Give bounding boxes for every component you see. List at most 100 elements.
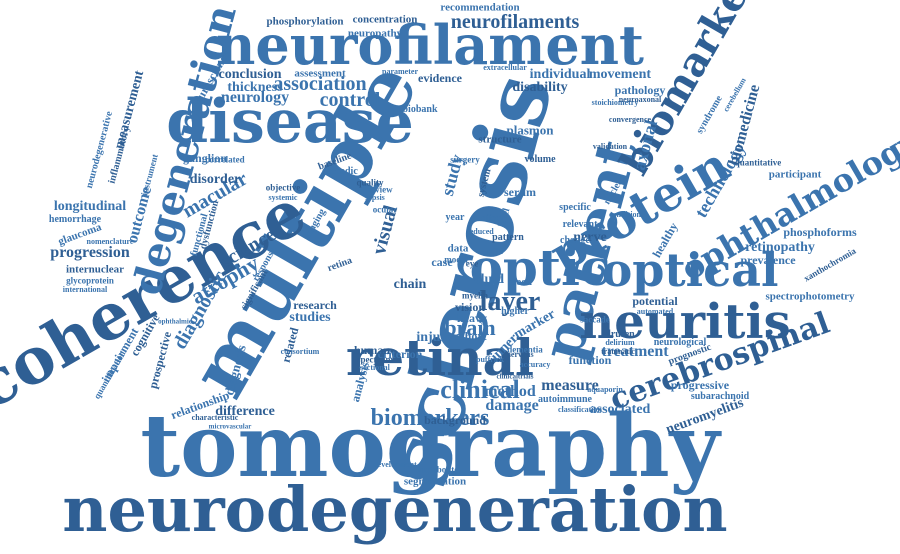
cloud-word: control xyxy=(319,89,381,111)
cloud-word: difference xyxy=(215,404,275,419)
cloud-word: year xyxy=(445,212,465,223)
cloud-word: nervous xyxy=(506,350,534,359)
cloud-word: neurological xyxy=(653,337,707,348)
cloud-word: puffrick xyxy=(476,355,504,364)
cloud-word: injury xyxy=(416,330,454,345)
cloud-word: objective xyxy=(265,182,301,193)
cloud-word: metabolite xyxy=(417,464,459,475)
cloud-word: segmentation xyxy=(403,475,467,488)
cloud-word: pathology xyxy=(614,83,666,97)
cloud-word: traumatic xyxy=(601,347,635,356)
cloud-word: hemorrhage xyxy=(48,214,102,225)
cloud-word: drusen xyxy=(605,329,635,340)
cloud-word: volume xyxy=(524,154,556,165)
cloud-word: clinicaltrials xyxy=(496,372,534,381)
cloud-word: aquaporin xyxy=(587,385,623,394)
cloud-word: validation xyxy=(592,142,628,151)
cloud-word: neuropathy xyxy=(347,27,403,40)
cloud-word: ocular xyxy=(372,204,398,215)
cloud-word: retinopathy xyxy=(745,240,815,255)
cloud-word: tomography xyxy=(140,396,720,497)
cloud-word: damage xyxy=(485,397,539,414)
cloud-word: associated xyxy=(589,402,651,417)
cloud-word: research xyxy=(293,298,337,312)
cloud-word: mild xyxy=(487,247,503,256)
cloud-word: neurofilaments xyxy=(450,11,580,33)
cloud-word: phosphoforms xyxy=(783,225,857,239)
cloud-word: consortium xyxy=(280,347,320,356)
cloud-word: review xyxy=(367,184,393,195)
cloud-word: effect xyxy=(481,212,503,223)
cloud-word: saccadic xyxy=(322,166,358,177)
cloud-word: neurology xyxy=(220,89,290,106)
cloud-word: retinal xyxy=(346,328,534,387)
cloud-word: data xyxy=(447,242,469,255)
cloud-word: systemic xyxy=(268,193,298,202)
cloud-word: measure xyxy=(541,377,599,394)
cloud-word: neurodegeneration xyxy=(62,473,728,546)
cloud-word: optic xyxy=(469,238,611,297)
cloud-word: change xyxy=(560,235,590,246)
cloud-word: correlated xyxy=(205,154,245,165)
cloud-word: function xyxy=(568,353,612,367)
cloud-word: progression xyxy=(50,244,130,261)
cloud-word: longitudinal xyxy=(53,199,127,214)
cloud-word: studies xyxy=(289,310,331,325)
cloud-word: eye xyxy=(465,258,479,269)
cloud-word: specific xyxy=(559,202,591,213)
cloud-word: prevalence xyxy=(740,253,796,267)
cloud-word: plasmon xyxy=(506,122,554,138)
cloud-word: stoichiometry xyxy=(591,98,639,107)
cloud-word: method xyxy=(484,383,536,400)
cloud-word: disability xyxy=(512,80,568,95)
cloud-word: ganglion xyxy=(182,151,228,165)
cloud-word: optical xyxy=(601,243,779,297)
cloud-word: sepsis xyxy=(365,193,385,202)
cloud-word: participant xyxy=(768,168,822,181)
cloud-word: brain xyxy=(444,315,496,340)
cloud-word: biobank xyxy=(402,104,438,115)
cloud-word: chain xyxy=(393,277,427,292)
cloud-word: progressive xyxy=(670,378,730,392)
cloud-word: microvascular xyxy=(208,422,252,431)
cloud-word: disorder xyxy=(189,172,241,187)
cloud-word: biomarkers xyxy=(370,405,490,431)
cloud-word: disease xyxy=(166,87,414,157)
cloud-word: cohort xyxy=(453,329,487,343)
cloud-word: fluid xyxy=(475,272,505,287)
cloud-word: measurement xyxy=(111,68,148,151)
cloud-word: ophthalmic xyxy=(158,317,192,326)
cloud-word: layer xyxy=(479,286,541,317)
cloud-word: development xyxy=(373,460,417,469)
cloud-word: association xyxy=(273,73,367,95)
cloud-word: model xyxy=(444,254,468,265)
cloud-word: syndrome xyxy=(694,93,725,136)
cloud-word: case xyxy=(431,255,453,269)
cloud-word: saccade xyxy=(580,314,610,325)
cloud-word: sectional xyxy=(360,363,390,372)
cloud-word: neurofilament xyxy=(216,13,644,77)
cloud-word: glycoprotein xyxy=(66,275,114,286)
cloud-word: clinical xyxy=(440,375,520,404)
cloud-word: quantitative xyxy=(734,157,782,168)
cloud-word: individual xyxy=(529,67,591,82)
cloud-word: serum xyxy=(504,185,536,199)
cloud-word: higher xyxy=(501,306,529,317)
cloud-word: thickness xyxy=(227,80,283,95)
cloud-word: phosphorylation xyxy=(266,15,344,28)
cloud-word: spectrophotometry xyxy=(765,290,855,303)
cloud-word: delirium xyxy=(605,338,635,347)
cloud-word: neuroaxonal xyxy=(618,95,662,104)
cloud-word: subarachnoid xyxy=(690,391,750,402)
cloud-word: criterion xyxy=(377,347,423,361)
cloud-word: myelin xyxy=(462,290,488,301)
cloud-word: classification xyxy=(558,405,602,414)
cloud-word: vision xyxy=(454,300,486,314)
cloud-word: structure xyxy=(478,133,522,146)
cloud-word: parameter xyxy=(382,67,418,76)
cloud-word: recommendation xyxy=(440,1,520,14)
cloud-word: convergence xyxy=(608,115,652,124)
cloud-word: surgery xyxy=(450,154,480,165)
cloud-word: blood xyxy=(508,277,532,288)
